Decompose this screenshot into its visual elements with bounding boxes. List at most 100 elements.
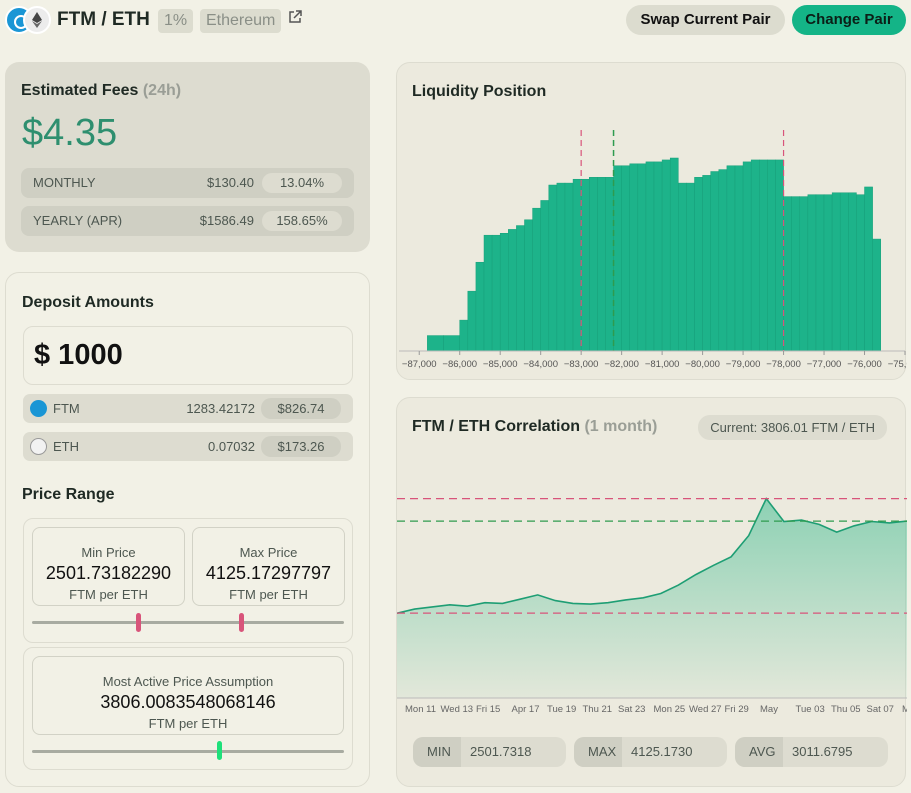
x-tick-label: Mon 25	[654, 704, 686, 715]
change-pair-button[interactable]: Change Pair	[792, 5, 906, 35]
liquidity-bar	[508, 229, 517, 352]
x-tick-label: Wed 13	[441, 704, 474, 715]
range-max-handle[interactable]	[239, 613, 245, 632]
deposit-title: Deposit Amounts	[22, 294, 154, 311]
correlation-chart: Mon 11 Wed 13 Fri 15 Apr 17 Tue 19 Thu 21 Sat …	[397, 497, 907, 715]
network-badge: Ethereum	[200, 9, 282, 33]
swap-pair-button[interactable]: Swap Current Pair	[626, 5, 785, 35]
max-price-box[interactable]: Max Price 4125.17297797 FTM per ETH	[192, 527, 345, 606]
liquidity-bar	[524, 219, 533, 352]
liquidity-bar	[815, 194, 825, 352]
active-slider-track[interactable]	[32, 750, 344, 753]
min-price-value[interactable]: 2501.73182290	[45, 563, 172, 583]
liquidity-bar	[791, 196, 801, 352]
liquidity-bar	[459, 319, 469, 352]
x-tick-label: −80,000	[685, 359, 720, 370]
estimated-fees-card: Estimated Fees (24h) $4.35 MONTHLY $130.…	[5, 62, 370, 252]
liquidity-bar	[491, 234, 501, 352]
x-tick-label: −75,000	[888, 359, 907, 370]
liquidity-bar	[823, 194, 833, 352]
x-tick-label: Wed 27	[689, 704, 722, 715]
active-price-handle[interactable]	[217, 741, 223, 760]
pair-title: FTM / ETH	[57, 9, 150, 30]
liquidity-bar	[580, 178, 590, 352]
x-tick-label: Apr 17	[512, 704, 540, 715]
x-tick-label: Thu 05	[831, 704, 861, 715]
liquidity-bar	[839, 192, 849, 352]
liquidity-bar	[742, 161, 752, 352]
active-price-panel: Most Active Price Assumption 3806.008354…	[23, 647, 353, 770]
x-tick-label: Fri 15	[476, 704, 500, 715]
liquidity-bar	[467, 290, 477, 352]
liquidity-title: Liquidity Position	[412, 83, 547, 100]
x-tick-label: −85,000	[483, 359, 518, 370]
correlation-area	[397, 498, 907, 698]
liquidity-bar	[710, 171, 720, 352]
liquidity-bar	[734, 165, 744, 352]
min-price-box[interactable]: Min Price 2501.73182290 FTM per ETH	[32, 527, 185, 606]
liquidity-bar	[718, 169, 728, 352]
x-tick-label: −84,000	[523, 359, 558, 370]
liquidity-bar	[516, 225, 525, 352]
liquidity-bar	[499, 233, 509, 352]
token-row-ftm: FTM 1283.42172 $826.74	[23, 394, 353, 423]
liquidity-bar	[483, 234, 493, 352]
deposit-card: Deposit Amounts $ 1000 FTM 1283.42172 $8…	[5, 272, 370, 787]
liquidity-bar	[864, 186, 873, 352]
liquidity-bar	[661, 159, 671, 352]
liquidity-bar	[856, 194, 865, 352]
liquidity-bar	[629, 163, 639, 352]
deposit-amount-input[interactable]: $ 1000	[23, 326, 353, 385]
x-tick-label: −82,000	[604, 359, 639, 370]
daily-fee-value: $4.35	[22, 112, 118, 154]
liquidity-bar	[548, 184, 558, 352]
liquidity-bar	[540, 200, 550, 352]
price-range-title: Price Range	[22, 486, 115, 503]
liquidity-bar	[831, 192, 841, 352]
x-tick-label: −76,000	[847, 359, 882, 370]
x-tick-label: Mon 11	[405, 704, 436, 715]
x-tick-label: −86,000	[442, 359, 477, 370]
liquidity-bar	[556, 182, 566, 352]
liquidity-bar	[427, 335, 444, 352]
current-price-badge: Current: 3806.01 FTM / ETH	[698, 415, 887, 440]
correlation-line	[397, 497, 907, 614]
stat-avg: AVG 3011.6795	[735, 737, 888, 767]
x-tick-label: −79,000	[726, 359, 761, 370]
liquidity-bar	[653, 161, 663, 352]
liquidity-bar	[637, 163, 647, 352]
liquidity-bar	[605, 177, 614, 352]
external-link-icon[interactable]	[288, 10, 302, 24]
liquidity-bar	[750, 159, 760, 352]
stat-min: MIN 2501.7318	[413, 737, 566, 767]
range-slider-track[interactable]	[32, 621, 344, 624]
liquidity-bar	[532, 207, 541, 352]
x-tick-label: −83,000	[564, 359, 599, 370]
liquidity-bar	[783, 196, 792, 352]
correlation-title: FTM / ETH Correlation (1 month)	[412, 418, 658, 435]
liquidity-bar	[775, 159, 784, 352]
fantom-token-icon	[30, 400, 47, 417]
x-tick-label: −87,000	[402, 359, 437, 370]
x-tick-label: −78,000	[766, 359, 801, 370]
liquidity-bar	[872, 238, 881, 352]
liquidity-bar	[589, 177, 598, 352]
liquidity-bar	[443, 335, 460, 352]
x-tick-label: −81,000	[645, 359, 680, 370]
liquidity-bar	[572, 178, 582, 352]
token-row-eth: ETH 0.07032 $173.26	[23, 432, 353, 461]
fees-title: Estimated Fees (24h)	[21, 82, 182, 99]
range-min-handle[interactable]	[136, 613, 142, 632]
liquidity-bar	[848, 192, 857, 352]
header: FTM / ETH 1% Ethereum Swap Current Pair …	[0, 0, 911, 40]
liquidity-bar	[807, 194, 817, 352]
liquidity-bar	[759, 159, 768, 352]
max-price-value[interactable]: 4125.17297797	[205, 563, 332, 583]
active-price-value[interactable]: 3806.0083548068146	[100, 692, 276, 712]
active-price-box[interactable]: Most Active Price Assumption 3806.008354…	[32, 656, 344, 735]
liquidity-bar	[767, 159, 776, 352]
liquidity-bar	[686, 182, 695, 352]
fee-tier-badge: 1%	[158, 9, 194, 33]
liquidity-bar	[669, 157, 679, 352]
yearly-fee-row: YEARLY (APR) $1586.49 158.65%	[21, 206, 354, 236]
